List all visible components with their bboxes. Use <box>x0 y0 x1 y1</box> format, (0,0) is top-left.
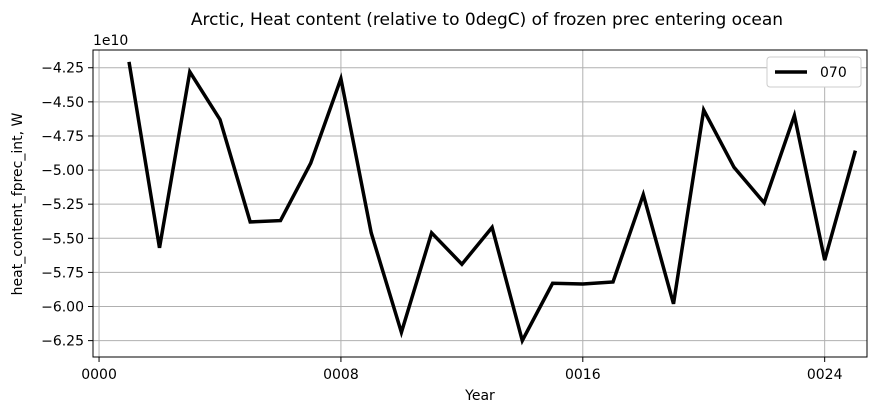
y-tick-label: −5.25 <box>41 197 84 213</box>
legend: 070 <box>766 56 862 88</box>
x-axis-label: Year <box>464 388 495 404</box>
axes-frame <box>92 49 868 358</box>
y-offset-label: 1e10 <box>93 33 128 49</box>
legend-label-070: 070 <box>820 65 847 81</box>
y-axis-label: heat_content_fprec_int, W <box>10 112 26 295</box>
y-tick-label: −4.75 <box>41 129 84 145</box>
series-line-070 <box>127 61 858 346</box>
ticks: 0000 0008 0016 0024 −4.25 −4.50 −4.75 −5.00 −5.2… <box>41 61 842 383</box>
y-tick-label: −6.25 <box>41 334 84 350</box>
legend-box <box>766 56 862 88</box>
y-tick-label: −5.75 <box>41 265 84 281</box>
y-tick-label: −4.50 <box>41 95 84 111</box>
x-tick-label: 0024 <box>807 367 843 383</box>
x-tick-label: 0016 <box>565 367 601 383</box>
y-tick-label: −5.00 <box>41 163 84 179</box>
series-layer <box>127 61 858 346</box>
y-tick-label: −5.50 <box>41 231 84 247</box>
x-tick-label: 0008 <box>323 367 359 383</box>
grid <box>93 50 867 357</box>
x-tick-label: 0000 <box>81 367 117 383</box>
plot-frame <box>92 49 868 358</box>
y-tick-label: −4.25 <box>41 61 84 77</box>
chart-title: Arctic, Heat content (relative to 0degC)… <box>191 10 783 30</box>
y-tick-label: −6.00 <box>41 300 84 316</box>
